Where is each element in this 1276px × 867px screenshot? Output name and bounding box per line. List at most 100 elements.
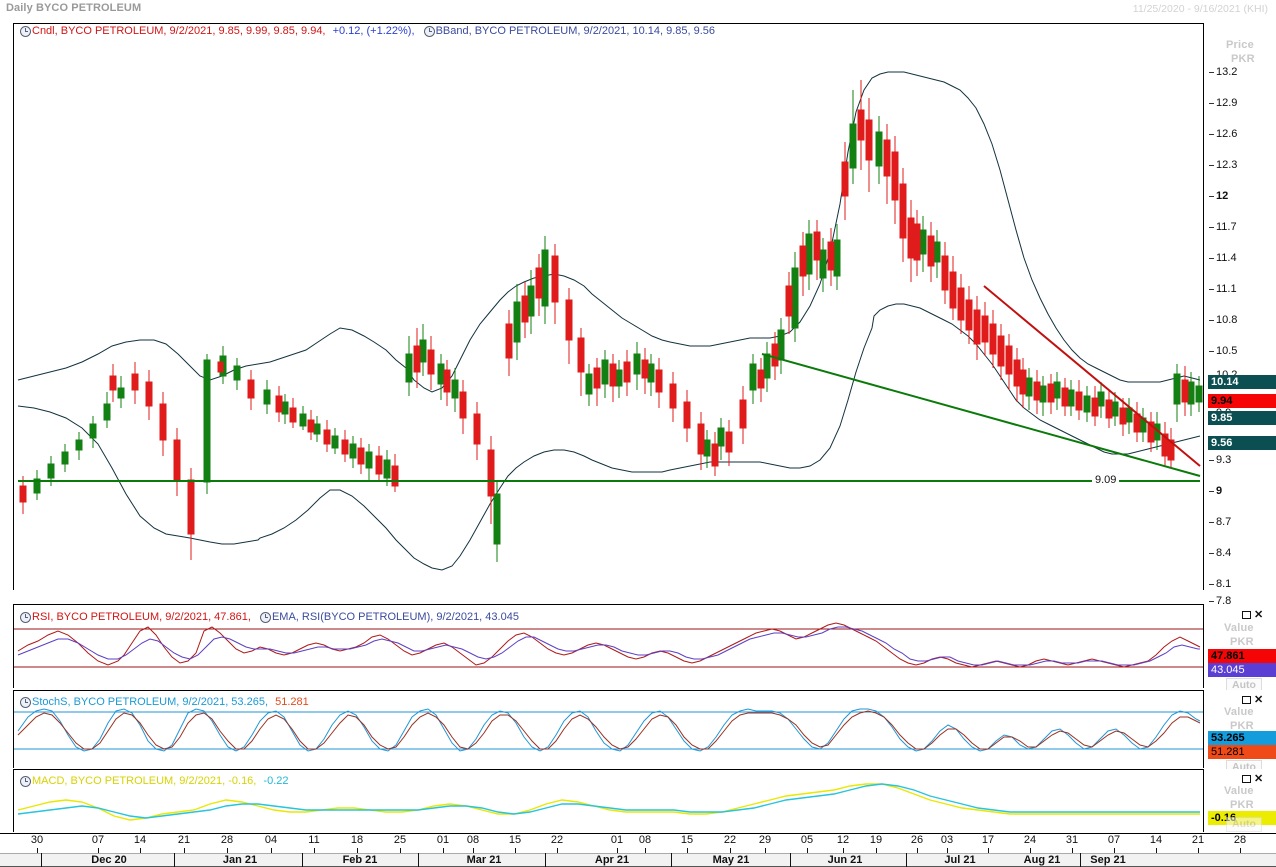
date-axis-month: May 21 <box>712 854 750 866</box>
macd-window-controls[interactable]: ✕ <box>1242 772 1265 785</box>
date-axis-day: 18 <box>350 834 364 846</box>
candle-legend-text: Cndl, BYCO PETROLEUM, 9/2/2021, 9.85, 9.… <box>32 25 326 38</box>
stoch-d-line <box>17 710 1201 750</box>
date-axis-tick <box>1156 848 1157 853</box>
date-range-label: 11/25/2020 - 9/16/2021 (KHI) <box>1132 3 1268 15</box>
date-axis-tick <box>645 848 646 853</box>
price-axis-title: Price <box>1226 39 1254 51</box>
stoch-window-controls[interactable]: ✕ <box>1242 693 1265 706</box>
stoch-k-value-tag: 53.265 <box>1208 731 1276 745</box>
date-axis-day: 19 <box>869 834 883 846</box>
date-axis-strip <box>0 853 1276 867</box>
price-tick: 9.3 <box>1216 454 1232 466</box>
date-axis-day: 29 <box>758 834 772 846</box>
date-axis-day: 15 <box>680 834 694 846</box>
title-bar: Daily BYCO PETROLEUM 11/25/2020 - 9/16/2… <box>0 0 1276 18</box>
stoch-pane-top-border <box>13 690 1203 691</box>
bband-lower-tag: 9.56 <box>1208 436 1276 450</box>
date-axis-day: 22 <box>723 834 737 846</box>
date-axis-tick <box>184 848 185 853</box>
price-pane-top-border <box>13 23 1203 24</box>
rsi-ema-value-tag: 43.045 <box>1208 663 1276 677</box>
date-axis-tick <box>917 848 918 853</box>
rsi-legend-text: RSI, BYCO PETROLEUM, 9/2/2021, 47.861, <box>32 611 251 624</box>
macd-legend-text: MACD, BYCO PETROLEUM, 9/2/2021, -0.16, <box>32 775 257 788</box>
date-axis-month-separator <box>545 853 546 867</box>
price-tick: 9 <box>1216 485 1223 497</box>
macd-chart-svg <box>17 783 1200 821</box>
price-tick: 8.7 <box>1216 516 1232 528</box>
date-axis-month: Jan 21 <box>222 854 258 866</box>
price-plot-area: 9.09 <box>14 24 1203 590</box>
maximize-icon[interactable] <box>1242 610 1251 619</box>
date-axis-day: 21 <box>1191 834 1205 846</box>
rsi-axis: ✕ Value PKR 47.861 43.045 Auto <box>1203 604 1276 693</box>
close-icon[interactable]: ✕ <box>1254 694 1266 706</box>
macd-pane: MACD, BYCO PETROLEUM, 9/2/2021, -0.16, -… <box>0 769 1276 833</box>
macd-line <box>17 783 1200 821</box>
price-tick: 11.1 <box>1216 283 1237 295</box>
rsi-plot-area <box>14 605 1203 688</box>
rsi-auto-scale-button[interactable]: Auto <box>1226 678 1262 693</box>
macd-axis: ✕ Value PKR -0.16 Auto <box>1203 769 1276 832</box>
window-title: Daily BYCO PETROLEUM <box>6 2 142 14</box>
date-axis-day: 31 <box>1065 834 1079 846</box>
price-legend: Cndl, BYCO PETROLEUM, 9/2/2021, 9.85, 9.… <box>20 25 715 37</box>
date-axis-month: Aug 21 <box>1023 854 1061 866</box>
macd-axis-currency: PKR <box>1230 799 1254 811</box>
close-icon[interactable]: ✕ <box>1254 773 1266 785</box>
date-axis-tick <box>617 848 618 853</box>
maximize-icon[interactable] <box>1242 774 1251 783</box>
maximize-icon[interactable] <box>1242 695 1251 704</box>
date-axis-day: 01 <box>610 834 624 846</box>
bollinger-upper-band <box>17 71 1201 393</box>
date-axis-day: 07 <box>91 834 105 846</box>
price-pane: Cndl, BYCO PETROLEUM, 9/2/2021, 9.85, 9.… <box>0 17 1276 626</box>
price-axis: Price PKR 13.2 12.9 12.6 12.3 12 11.7 11… <box>1203 23 1276 626</box>
date-axis-tick <box>37 848 38 853</box>
date-axis-day: 15 <box>508 834 522 846</box>
close-icon[interactable]: ✕ <box>1254 609 1266 621</box>
date-axis-tick <box>473 848 474 853</box>
date-axis-month-separator <box>41 853 42 867</box>
date-axis-month-separator <box>790 853 791 867</box>
date-axis-month-separator <box>1080 853 1081 867</box>
macd-signal-line <box>17 783 1200 819</box>
date-axis-day: 08 <box>466 834 480 846</box>
ascending-trendline <box>761 353 1201 477</box>
price-tick: 10.8 <box>1216 314 1238 326</box>
clock-icon <box>259 611 271 623</box>
date-axis[interactable]: 30 07 14 21 28 04 11 18 25 01 08 15 22 01 08 15 22 29 05 12… <box>0 833 1276 867</box>
price-tick: 10.5 <box>1216 345 1238 357</box>
date-axis-day: 01 <box>436 834 450 846</box>
date-axis-day: 14 <box>1149 834 1163 846</box>
date-axis-tick <box>765 848 766 853</box>
date-axis-tick <box>1240 848 1241 853</box>
price-tick: 11.7 <box>1216 221 1237 233</box>
price-tick: 12.3 <box>1216 159 1238 171</box>
clock-icon <box>423 25 435 37</box>
rsi-pane-left-border <box>13 604 14 688</box>
rsi-line <box>17 622 1201 668</box>
date-axis-day: 21 <box>177 834 191 846</box>
rsi-legend: RSI, BYCO PETROLEUM, 9/2/2021, 47.861, E… <box>20 611 519 623</box>
rsi-axis-title: Value <box>1224 622 1254 634</box>
candlestick-series <box>19 80 1203 562</box>
date-axis-day: 22 <box>550 834 564 846</box>
bband-legend-text: BBand, BYCO PETROLEUM, 9/2/2021, 10.14, … <box>435 25 716 38</box>
rsi-window-controls[interactable]: ✕ <box>1242 608 1265 621</box>
price-tick: 13.2 <box>1216 66 1238 78</box>
date-axis-day: 26 <box>910 834 924 846</box>
bband-upper-tag: 10.14 <box>1208 375 1276 389</box>
macd-auto-scale-button[interactable]: Auto <box>1226 817 1262 832</box>
date-axis-month-separator <box>418 853 419 867</box>
date-axis-tick <box>947 848 948 853</box>
stoch-axis-currency: PKR <box>1230 720 1254 732</box>
date-axis-day: 08 <box>638 834 652 846</box>
date-axis-tick <box>843 848 844 853</box>
macd-pane-left-border <box>13 769 14 832</box>
bollinger-lower-band <box>17 303 1201 571</box>
date-axis-tick <box>730 848 731 853</box>
date-axis-tick <box>1072 848 1073 853</box>
